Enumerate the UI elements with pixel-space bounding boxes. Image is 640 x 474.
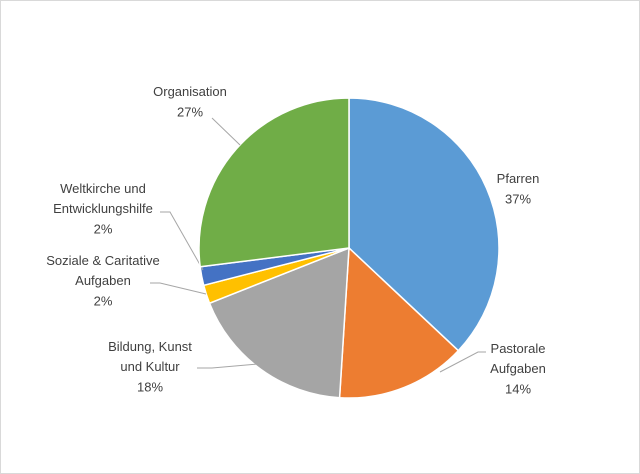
value-label: 14% (505, 381, 531, 396)
pie-slice (348, 97, 500, 352)
pie-slice (208, 246, 350, 399)
category-label: Pfarren (497, 171, 540, 186)
leader-line (439, 351, 486, 373)
category-label-line: Aufgaben (75, 273, 131, 288)
category-label-line: Pfarren (497, 171, 540, 186)
leader-line (150, 282, 207, 295)
category-label-line: Entwicklungshilfe (53, 201, 153, 216)
value-label: 27% (177, 104, 203, 119)
value-label: 2% (94, 293, 113, 308)
category-label-line: Organisation (153, 84, 227, 99)
category-label-line: Weltkirche und (60, 181, 146, 196)
category-label: Pastorale Aufgaben (490, 341, 546, 376)
category-label: Organisation (153, 84, 227, 99)
value-label: 2% (94, 221, 113, 236)
category-label-line: Aufgaben (490, 361, 546, 376)
category-label: Bildung, Kunst und Kultur (108, 339, 192, 374)
category-label-line: und Kultur (120, 359, 180, 374)
category-label: Weltkirche und Entwicklungshilfe (53, 181, 153, 216)
pie-slice (198, 97, 350, 268)
category-label: Soziale & Caritative Aufgaben (46, 253, 159, 288)
value-label: 37% (505, 191, 531, 206)
pie-slice (338, 246, 460, 399)
leader-line (211, 117, 241, 146)
category-label-line: Soziale & Caritative (46, 253, 159, 268)
leader-line (160, 211, 204, 271)
value-label: 18% (137, 379, 163, 394)
leader-line (197, 363, 259, 369)
category-label-line: Bildung, Kunst (108, 339, 192, 354)
category-label-line: Pastorale (491, 341, 546, 356)
